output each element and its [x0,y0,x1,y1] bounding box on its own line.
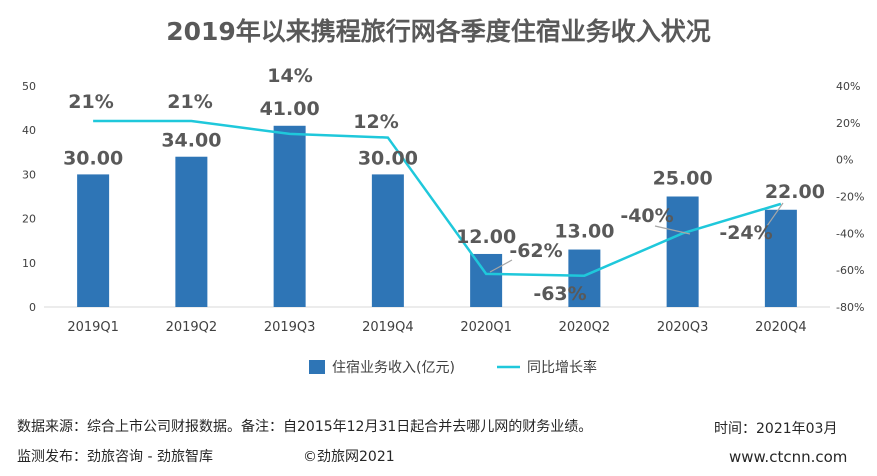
legend-bar-swatch [309,360,325,374]
legend-bar-label: 住宿业务收入(亿元) [332,359,455,376]
bar [568,249,601,307]
bar-value-label: 12.00 [456,226,516,248]
time-stamp: 时间：2021年03月 [714,421,838,437]
y-left-tick-label: 30 [22,168,36,181]
x-tick-label: 2019Q3 [264,320,316,335]
x-tick-label: 2020Q4 [755,320,807,335]
rate-label: -63% [533,283,586,305]
bar [666,196,699,307]
y-left-tick-label: 40 [22,124,36,137]
copyright-note: ©劲旅网2021 [303,449,395,465]
bar-value-label: 13.00 [554,221,614,243]
publisher-note: 监测发布：劲旅咨询 - 劲旅智库 [17,449,213,465]
y-right-tick-label: -20% [836,191,864,204]
y-right-tick-label: 20% [836,117,860,130]
bar [470,253,503,307]
bar [764,209,797,307]
rate-label: 21% [167,91,212,113]
leader-line [654,225,691,235]
bar [371,174,404,307]
y-left-tick-label: 10 [22,257,36,270]
rate-label: 12% [353,111,398,133]
bar-value-label: 30.00 [63,147,123,169]
bar-value-label: 30.00 [358,147,418,169]
rate-label: 21% [68,91,113,113]
y-right-tick-label: 40% [836,80,860,93]
rate-label: -40% [620,205,673,227]
leader-line [759,202,784,237]
x-tick-label: 2020Q2 [559,320,611,335]
bar-value-label: 25.00 [653,168,713,190]
chart-title: 2019年以来携程旅行网各季度住宿业务收入状况 [166,17,711,46]
y-left-tick-label: 20 [22,213,36,226]
x-tick-label: 2020Q1 [460,320,512,335]
y-right-tick-label: -60% [836,264,864,277]
bar-value-label: 41.00 [260,98,320,120]
x-tick-label: 2019Q1 [67,320,119,335]
x-tick-label: 2019Q4 [362,320,414,335]
rate-label: -62% [509,240,562,262]
bar [77,174,110,307]
bar [175,156,208,307]
y-right-tick-label: -40% [836,227,864,240]
leader-line [489,259,513,273]
y-left-tick-label: 50 [22,80,36,93]
y-right-tick-label: 0% [836,154,853,167]
bar-value-label: 22.00 [765,181,825,203]
website-url: www.ctcnn.com [729,448,848,466]
x-tick-label: 2020Q3 [657,320,709,335]
rate-label: 14% [267,65,312,87]
bar [273,125,306,307]
x-tick-label: 2019Q2 [166,320,218,335]
y-left-tick-label: 0 [29,301,36,314]
growth-rate-line [93,119,782,277]
legend-line-label: 同比增长率 [527,359,597,376]
bar-value-label: 34.00 [161,130,221,152]
source-note: 数据来源：综合上市公司财报数据。备注：自2015年12月31日起合并去哪儿网的财… [17,419,593,435]
rate-label: -24% [719,222,772,244]
y-right-tick-label: -80% [836,301,864,314]
